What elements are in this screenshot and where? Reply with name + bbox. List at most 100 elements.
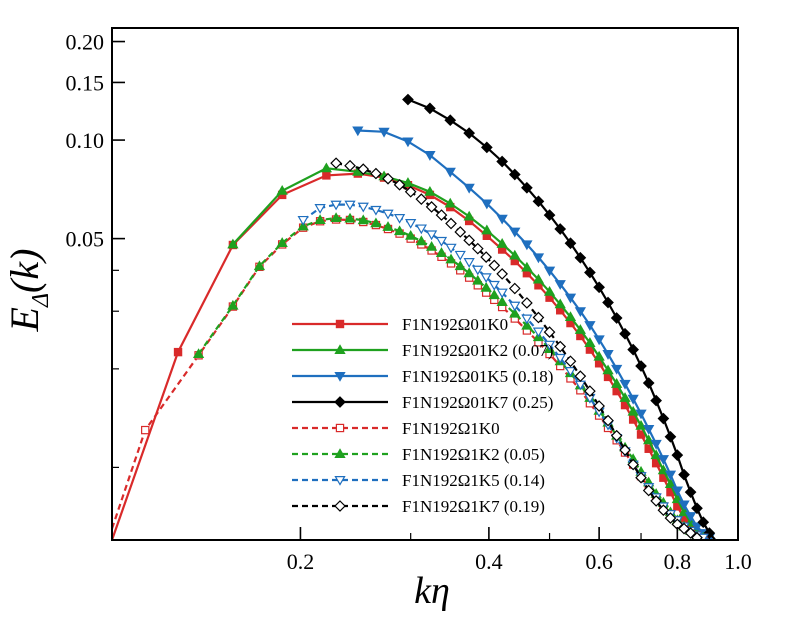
data-point (435, 236, 448, 247)
data-point (424, 185, 436, 196)
data-point (330, 200, 342, 211)
data-point (445, 217, 457, 230)
data-point (424, 151, 436, 161)
data-point (463, 183, 475, 194)
data-point (454, 226, 467, 238)
data-point (370, 205, 382, 216)
data-point (415, 224, 427, 235)
data-point (543, 209, 556, 221)
series-3 (352, 126, 715, 540)
data-point (508, 168, 521, 181)
data-point (584, 385, 596, 397)
data-point (496, 296, 508, 307)
data-point (382, 221, 394, 231)
data-point (357, 163, 370, 176)
data-point (627, 405, 639, 416)
data-point (664, 478, 677, 488)
legend-label: F1N192Ω1K7 (0.19) (402, 497, 545, 516)
data-point (602, 364, 614, 375)
data-point (584, 321, 596, 331)
data-point (330, 212, 342, 223)
data-point (554, 353, 566, 364)
data-point (509, 227, 521, 238)
data-point (554, 340, 567, 353)
data-point (521, 314, 533, 325)
data-point (593, 350, 605, 361)
data-point (564, 293, 577, 304)
legend-label: F1N192Ω01K0 (402, 315, 508, 334)
data-point (435, 209, 448, 221)
data-point (650, 439, 662, 450)
data-point (454, 260, 466, 271)
data-point (402, 177, 414, 187)
data-point (415, 193, 428, 205)
legend-marker (334, 344, 346, 354)
data-point (357, 214, 369, 225)
data-point (481, 199, 493, 210)
data-point (657, 412, 670, 425)
legend-marker (335, 319, 345, 329)
data-point (509, 249, 521, 260)
legend-marker (334, 372, 346, 382)
data-point (415, 235, 427, 246)
data-point (684, 486, 697, 499)
data-point (664, 470, 677, 481)
data-point (330, 157, 342, 170)
data-point (611, 378, 623, 388)
data-point (554, 298, 566, 309)
series-line (357, 129, 715, 540)
data-point (480, 141, 493, 154)
legend-entry: F1N192Ω01K0 (292, 315, 508, 334)
data-point (344, 212, 356, 223)
data-point (635, 360, 647, 372)
data-point (322, 171, 331, 180)
data-point (471, 242, 484, 255)
data-point (657, 504, 670, 517)
series-2 (227, 162, 713, 540)
data-point (425, 201, 438, 213)
data-point (584, 337, 596, 347)
data-point (472, 274, 484, 285)
data-point (635, 471, 647, 484)
data-point (593, 335, 605, 346)
data-point (393, 214, 406, 224)
data-point (650, 394, 662, 407)
data-point (657, 455, 670, 465)
data-point (521, 319, 533, 330)
data-point (463, 258, 475, 268)
x-tick-label: 1.0 (724, 549, 752, 574)
data-point (444, 197, 456, 208)
y-tick-label: 0.05 (66, 227, 105, 252)
axes-layer: 0.2 0.4 0.6 0.8 1.0 0.05 0.10 0.15 0.20 (66, 30, 752, 574)
legend-entry: F1N192Ω1K5 (0.14) (292, 471, 545, 490)
legend-label: F1N192Ω1K0 (402, 419, 500, 438)
data-point (445, 243, 457, 254)
x-axis-title-base: k (414, 570, 432, 612)
legend-entry: F1N192Ω1K2 (0.05) (292, 445, 545, 464)
data-point (173, 347, 183, 357)
data-point (642, 377, 655, 389)
data-point (320, 162, 332, 173)
data-point (227, 299, 239, 310)
data-point (402, 93, 414, 106)
data-point (444, 114, 457, 127)
data-point (602, 350, 614, 360)
series-4 (402, 93, 718, 540)
y-axis-title-base: E (2, 307, 47, 332)
y-axis-title-argument: (k) (2, 249, 47, 293)
x-tick-label: 0.4 (475, 549, 503, 574)
data-point (671, 486, 683, 497)
legend-entry: F1N192Ω01K7 (0.25) (292, 393, 553, 412)
data-point (404, 185, 417, 198)
data-point (532, 273, 545, 284)
data-point (532, 311, 545, 324)
data-point (425, 240, 438, 251)
data-point (352, 126, 364, 137)
data-point (496, 268, 509, 280)
data-point (611, 364, 623, 375)
data-point (382, 209, 394, 220)
data-point (619, 444, 631, 456)
data-point (584, 266, 596, 279)
data-point (496, 155, 509, 168)
data-point (684, 512, 697, 522)
